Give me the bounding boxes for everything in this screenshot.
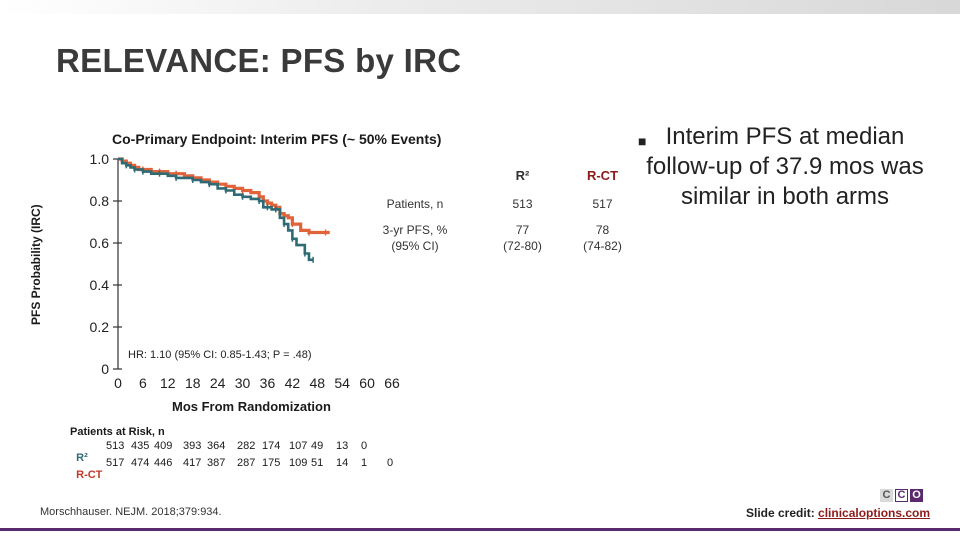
table-row2-r2-value: 77 [515, 223, 530, 237]
plot-tick-labels: 0 0.2 0.4 0.6 0.8 1.0 0 6 12 18 24 30 36 42 48 54 60 66 HR… [90, 151, 400, 391]
table-row2-rct-value: 78 [595, 223, 610, 237]
credit-link[interactable]: clinicaloptions.com [818, 506, 931, 520]
slide-credit: Slide credit: clinicaloptions.com [746, 506, 930, 520]
slide-title: RELEVANCE: PFS by IRC [56, 42, 462, 79]
y-tick-label: 1.0 [90, 151, 110, 167]
table-row1-rct: 517 [592, 197, 613, 211]
hr-annotation: HR: 1.10 (95% CI: 0.85-1.43; P = .48) [128, 349, 312, 361]
x-tick-label: 42 [285, 375, 301, 391]
x-axis-label: Mos From Randomization [172, 399, 331, 414]
x-tick-label: 6 [139, 375, 147, 391]
bottom-decor-line [0, 528, 960, 531]
risk-r2-value: 49 [311, 440, 324, 452]
risk-rct-value: 175 [262, 457, 281, 469]
x-tick-label: 24 [210, 375, 226, 391]
risk-row-r2-label: R² [76, 452, 88, 464]
table-row2-r2: 77 (72-80) [495, 222, 550, 254]
risk-rct-value: 446 [154, 457, 173, 469]
risk-r2-value: 0 [361, 440, 368, 452]
risk-r2-value: 282 [237, 440, 256, 452]
series-line-r2 [118, 157, 314, 262]
logo-letter-2: C [895, 489, 908, 502]
risk-rct-value: 517 [106, 457, 125, 469]
table-row2-label-line2: (95% CI) [391, 239, 439, 253]
logo-letter-3: O [910, 489, 923, 502]
table-header-rct: R-CT [586, 168, 619, 183]
risk-rct-value: 417 [183, 457, 202, 469]
x-tick-label: 54 [334, 375, 350, 391]
x-tick-label: 18 [185, 375, 201, 391]
table-row1-label: Patients, n [386, 197, 444, 211]
plot-series [118, 157, 330, 263]
risk-r2-value: 409 [154, 440, 173, 452]
bullet-marker-icon: ■ [638, 133, 647, 149]
chart-title: Co-Primary Endpoint: Interim PFS (~ 50% … [112, 131, 442, 147]
risk-rct-value: 474 [131, 457, 150, 469]
x-tick-label: 30 [235, 375, 251, 391]
x-tick-label: 60 [359, 375, 375, 391]
risk-rct-value: 1 [361, 457, 368, 469]
table-row2-rct: 78 (74-82) [575, 222, 630, 254]
risk-r2-value: 107 [289, 440, 308, 452]
table-row2-rct-ci: (74-82) [583, 239, 622, 253]
risk-r2-value: 364 [207, 440, 226, 452]
risk-rct-value: 14 [336, 457, 349, 469]
table-row2-label: 3-yr PFS, % (95% CI) [375, 222, 455, 254]
credit-label: Slide credit: [746, 506, 819, 520]
risk-r2-value: 13 [336, 440, 349, 452]
y-tick-label: 0.6 [90, 235, 110, 251]
top-decor-bar [0, 0, 960, 14]
summary-bullet: ■ Interim PFS at median follow-up of 37.… [638, 122, 930, 212]
x-tick-label: 36 [260, 375, 276, 391]
risk-r2-value: 393 [183, 440, 202, 452]
x-tick-label: 12 [160, 375, 176, 391]
cco-logo: C C O [880, 489, 923, 502]
table-header-r2: R² [515, 168, 530, 183]
x-tick-label: 0 [114, 375, 122, 391]
risk-rct-value: 51 [311, 457, 324, 469]
risk-rct-value: 109 [289, 457, 308, 469]
risk-row-rct: R-CT [70, 457, 102, 481]
reference-citation: Morschhauser. NEJM. 2018;379:934. [40, 506, 222, 518]
risk-r2-value: 435 [131, 440, 150, 452]
x-tick-label: 48 [309, 375, 325, 391]
y-tick-label: 0 [101, 361, 109, 377]
risk-rct-value: 387 [207, 457, 226, 469]
plot-axes [113, 158, 122, 370]
risk-table-heading: Patients at Risk, n [70, 426, 165, 438]
logo-letter-1: C [880, 489, 893, 502]
risk-rct-value: 0 [387, 457, 394, 469]
risk-r2-value: 174 [262, 440, 281, 452]
x-tick-label: 66 [384, 375, 400, 391]
risk-row-rct-label: R-CT [76, 469, 103, 481]
table-row1-r2: 513 [512, 197, 533, 211]
table-row2-label-line1: 3-yr PFS, % [382, 223, 448, 237]
risk-rct-value: 287 [237, 457, 256, 469]
y-tick-label: 0.2 [90, 319, 110, 335]
table-row2-r2-ci: (72-80) [503, 239, 542, 253]
risk-row-r2: R² [70, 440, 88, 464]
y-tick-label: 0.8 [90, 193, 110, 209]
y-tick-label: 0.4 [90, 277, 110, 293]
series-line-rct [118, 157, 330, 235]
risk-r2-value: 513 [106, 440, 125, 452]
bullet-text: Interim PFS at median follow-up of 37.9 … [646, 123, 924, 210]
